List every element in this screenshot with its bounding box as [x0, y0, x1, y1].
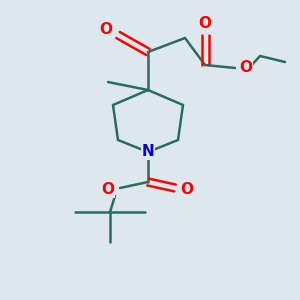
Text: O: O — [239, 61, 253, 76]
Text: O: O — [181, 182, 194, 197]
Text: O: O — [101, 182, 115, 197]
Text: O: O — [199, 16, 212, 31]
Text: O: O — [100, 22, 112, 38]
Text: N: N — [142, 145, 154, 160]
